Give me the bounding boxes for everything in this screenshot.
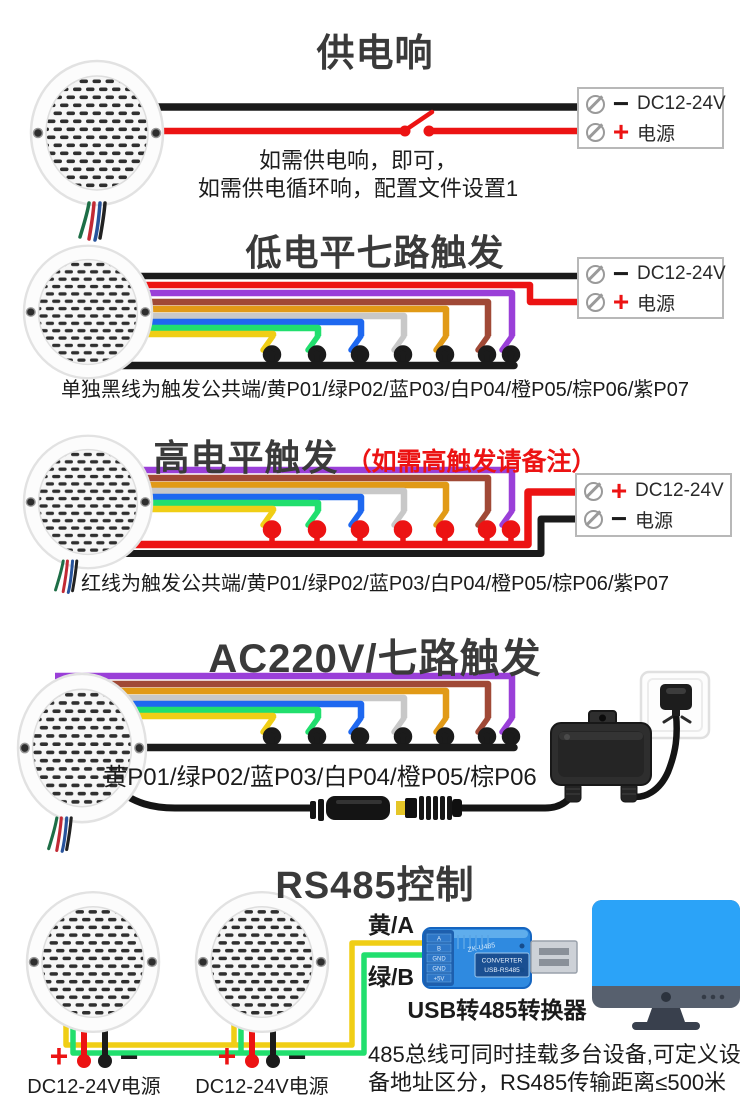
trigger-switch-blades	[260, 333, 515, 353]
rs485-note: 485总线可同时挂载多台设备,可定义设 备地址区分，RS485传输距离≤500米	[368, 1041, 750, 1097]
power-adapter	[550, 710, 652, 803]
screw-terminal-icon	[586, 94, 605, 114]
trigger-switch-blades	[260, 715, 515, 735]
speaker-wire-tail	[47, 816, 73, 853]
screw-terminal-icon	[586, 264, 605, 284]
psu1-label: DC12-24V电源	[27, 1076, 161, 1098]
converter-badge-line2: USB-RS485	[484, 967, 520, 974]
terminal-label: 电源	[637, 123, 676, 145]
converter-badge-line1: CONVERTER	[482, 958, 523, 965]
screw-terminal-icon	[584, 509, 603, 529]
terminal-row: − DC12-24V	[586, 258, 726, 289]
psu1-minus-sign: −	[119, 1039, 139, 1075]
converter-terminal-b: B	[437, 947, 441, 953]
plus-sign: +	[612, 286, 630, 317]
usb-plug	[530, 940, 578, 974]
section-title-high-trigger: 高电平触发 （如需高触发请备注）	[0, 429, 750, 481]
screw-terminal-icon	[586, 292, 605, 312]
speaker	[16, 672, 148, 824]
terminal-row: − 电源	[584, 503, 726, 534]
dc-terminal-block-power: − DC12-24V + 电源	[577, 87, 726, 149]
terminal-row: + DC12-24V	[584, 475, 726, 506]
section-title-rs485: RS485控制	[275, 865, 475, 907]
converter-terminal-gnd1: GND	[432, 957, 446, 963]
wire-b-label: 绿/B	[368, 964, 414, 990]
converter-model-text: ZK-U485	[467, 942, 496, 954]
psu2-label: DC12-24V电源	[195, 1076, 329, 1098]
low-trigger-ladder	[60, 272, 578, 370]
section-title-power: 供电响	[316, 33, 434, 75]
converter-terminal-a: A	[437, 937, 441, 943]
terminal-row: + 电源	[586, 286, 718, 317]
plus-sign: +	[610, 475, 628, 506]
power-note-line2: 如需供电循环响，配置文件设置1	[197, 176, 519, 201]
ac220-ladder	[55, 672, 521, 752]
minus-sign: −	[612, 258, 630, 289]
screw-terminal-icon	[584, 481, 603, 501]
plus-sign: +	[612, 116, 630, 147]
dc-terminal-block-low-trigger: − DC12-24V + 电源	[577, 257, 726, 319]
screw-terminal-icon	[586, 122, 605, 142]
rs485-note-line2: 备地址区分，RS485传输距离≤500米	[368, 1070, 727, 1095]
converter-terminal-5v: +5V	[434, 977, 445, 983]
converter-label: USB转485转换器	[407, 997, 587, 1023]
high-trigger-ladder	[55, 466, 575, 557]
terminal-label: 电源	[637, 293, 676, 315]
trigger-switch-blades	[260, 508, 515, 528]
speaker	[25, 890, 161, 1034]
terminal-row: + 电源	[586, 116, 718, 147]
terminal-label: DC12-24V	[637, 263, 726, 284]
high-trigger-title-note: （如需高触发请备注）	[346, 448, 597, 476]
low-trigger-caption: 单独黑线为触发公共端/黄P01/绿P02/蓝P03/白P04/橙P05/棕P06…	[61, 379, 689, 401]
terminal-label: DC12-24V	[635, 480, 724, 501]
terminal-label: DC12-24V	[637, 93, 726, 114]
minus-sign: −	[610, 503, 628, 534]
power-note-line1: 如需供电响，即可，	[258, 148, 457, 173]
high-trigger-caption: 红线为触发公共端/黄P01/绿P02/蓝P03/白P04/橙P05/棕P06/紫…	[81, 573, 669, 595]
outlet-plug	[660, 684, 692, 716]
section-title-ac220: AC220V/七路触发	[208, 637, 542, 681]
computer-monitor	[592, 900, 740, 1030]
rs485-note-line1: 485总线可同时挂载多台设备,可定义设	[368, 1042, 741, 1067]
minus-sign: −	[612, 88, 630, 119]
wire-a-label: 黄/A	[368, 912, 414, 938]
dc-terminal-block-high-trigger: + DC12-24V − 电源	[575, 473, 732, 537]
terminal-row: − DC12-24V	[586, 88, 726, 119]
power-switch	[399, 109, 435, 137]
section-title-low-trigger: 低电平七路触发	[245, 232, 505, 273]
rs485-power-terminals	[77, 1054, 280, 1068]
ac220-caption: 黄P01/绿P02/蓝P03/白P04/橙P05/棕P06	[103, 764, 537, 791]
power-section-wires	[140, 103, 578, 137]
trigger-switch-contacts	[262, 345, 521, 366]
psu1-plus-sign: +	[49, 1038, 69, 1074]
speaker	[194, 890, 330, 1034]
dc-barrel-connector	[310, 796, 462, 821]
converter-terminal-gnd2: GND	[432, 967, 446, 973]
usb-rs485-converter: A B GND GND +5V ZK-U485 CONVERTER USB-RS…	[422, 927, 578, 989]
terminal-label: 电源	[635, 510, 674, 532]
trigger-switch-contacts	[262, 727, 521, 748]
psu2-minus-sign: −	[287, 1039, 307, 1075]
outlet-plug-cable	[625, 710, 680, 801]
psu2-plus-sign: +	[217, 1038, 237, 1074]
high-trigger-title: 高电平触发	[153, 437, 339, 478]
